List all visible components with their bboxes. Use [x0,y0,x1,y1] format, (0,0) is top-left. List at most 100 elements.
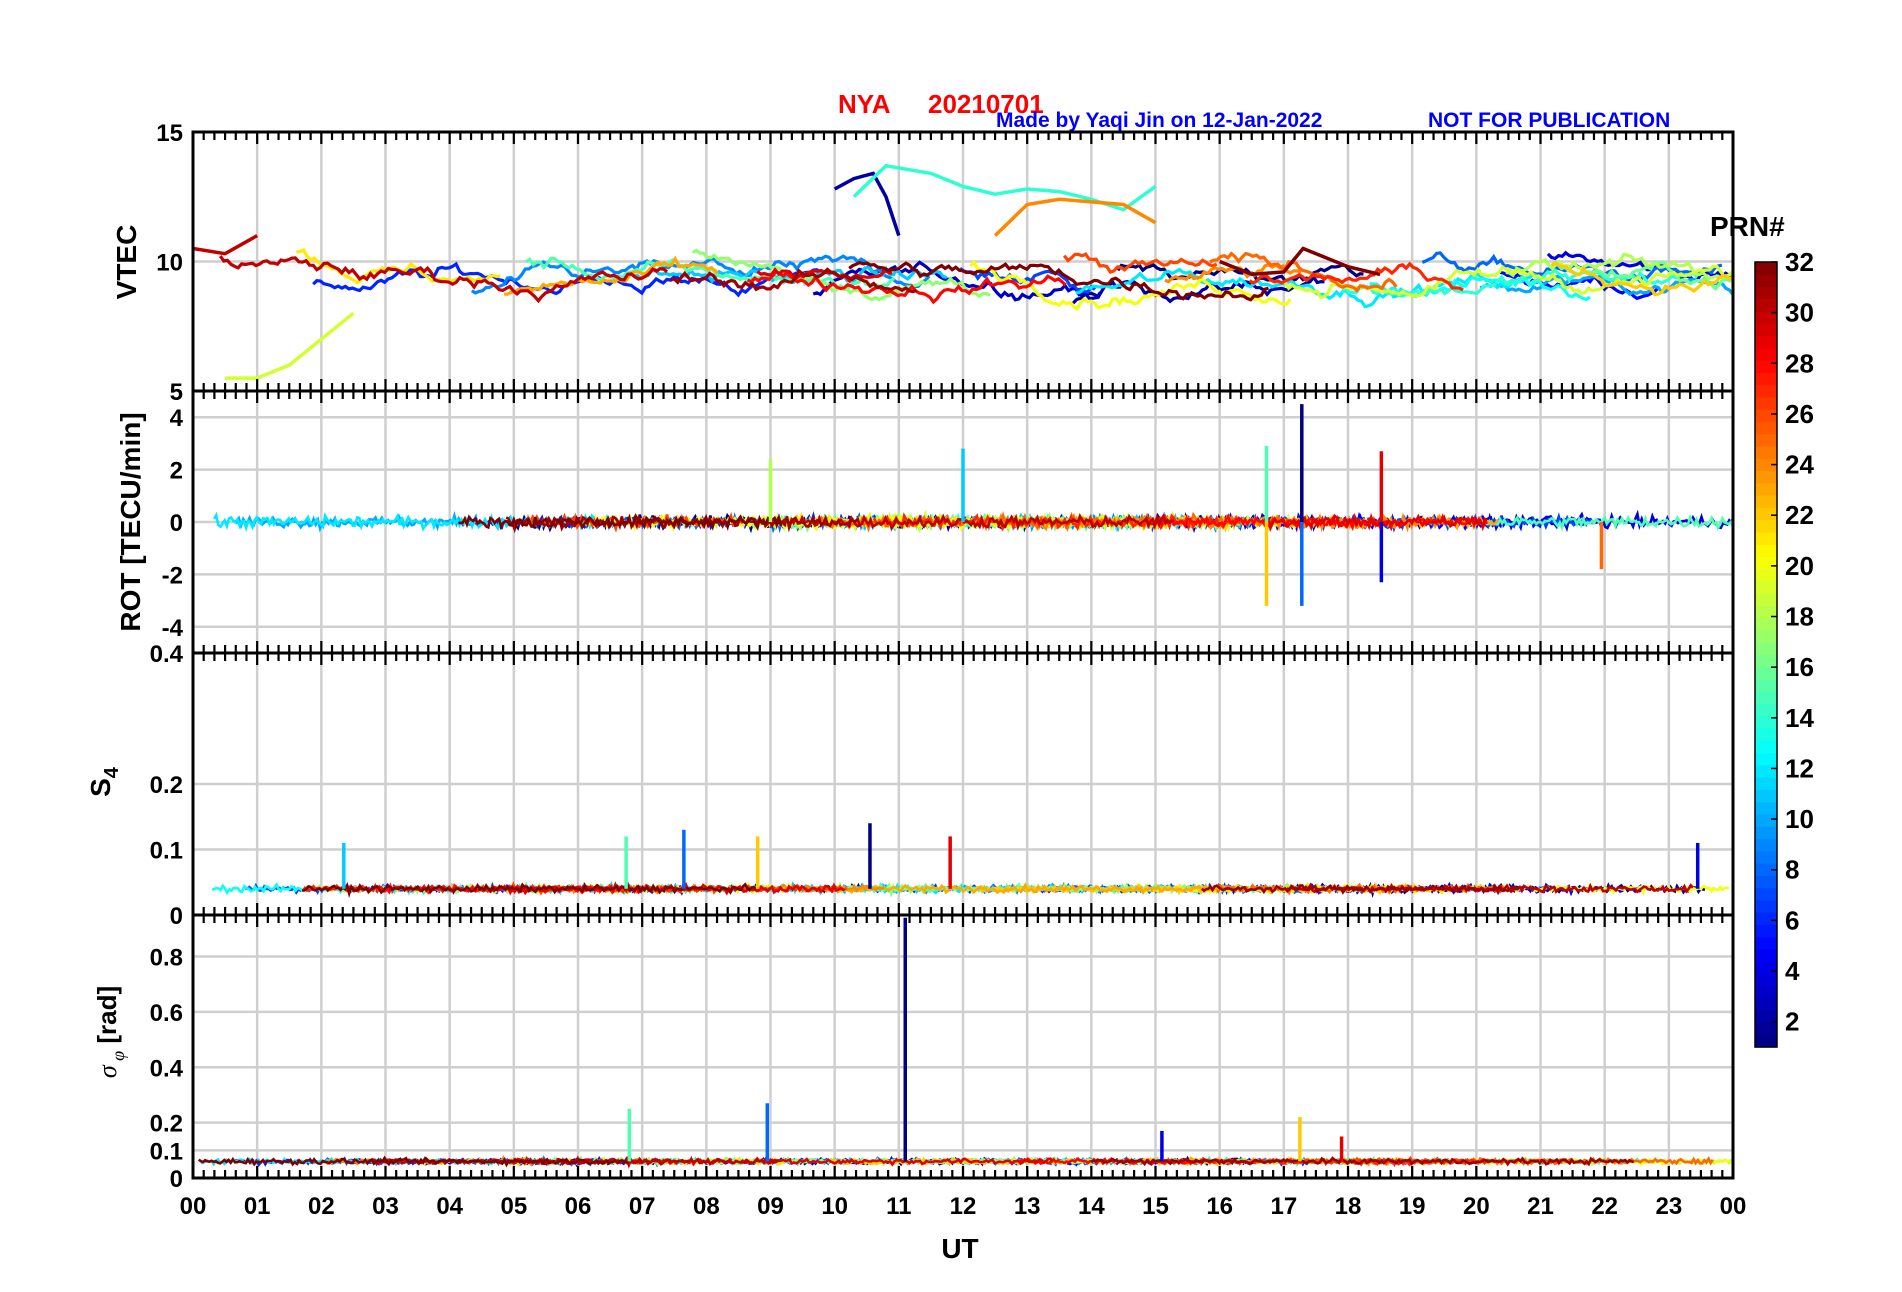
vtec-ylabel: VTEC [111,225,142,300]
colorbar-swatch [1755,372,1777,386]
colorbar-swatch [1755,470,1777,484]
colorbar-tick-label: 26 [1785,399,1814,429]
colorbar-tick-label: 14 [1785,703,1814,733]
colorbar-tick-label: 6 [1785,905,1799,935]
colorbar-tick-label: 2 [1785,1007,1799,1037]
colorbar-swatch [1755,605,1777,619]
panel-series [212,404,1733,606]
colorbar-swatch [1755,262,1777,275]
y-tick-label: 0.8 [150,945,183,972]
y-tick-label: 0 [170,1166,183,1193]
vtec-line-prn-3 [812,260,1102,302]
x-tick-label: 20 [1463,1193,1490,1220]
colorbar-tick-label: 4 [1785,956,1800,986]
colorbar-frame [1754,261,1778,1048]
colorbar-swatch [1755,715,1777,729]
colorbar-tick-label: 16 [1785,652,1814,682]
y-tick-label: 0 [170,903,183,930]
vtec-line-prn-30 [218,255,669,304]
colorbar-swatch [1755,642,1777,656]
y-tick-label: 10 [156,250,183,277]
rot-ylabel: ROT [TECU/min] [115,412,146,631]
x-tick-label: 22 [1591,1193,1618,1220]
vtec-line-prn-10 [1479,274,1733,297]
svg-text:σ φ [rad]: σ φ [rad] [92,986,128,1078]
vtec-line-prn-32 [848,260,1269,302]
y-tick-label: 0.1 [150,1138,183,1165]
colorbar-tick-label: 8 [1785,855,1799,885]
y-tick-label: 5 [170,379,183,406]
x-tick-label: 14 [1078,1193,1105,1220]
colorbar-swatch [1755,912,1777,925]
y-tick-label: 0.2 [150,772,183,799]
x-tick-label: 01 [244,1193,271,1220]
colorbar-tick-label: 24 [1785,450,1814,480]
panel-series [193,163,1733,380]
colorbar-swatch [1755,997,1777,1011]
colorbar-swatch [1755,813,1777,827]
x-tick-label: 07 [629,1193,656,1220]
colorbar-tick-label: 28 [1785,348,1814,378]
date-title: 20210701 [928,89,1044,119]
x-tick-label: 16 [1206,1193,1233,1220]
panels: 51015-4-202400.10.20.400.10.20.40.60.800… [150,120,1747,1220]
x-axis-label: UT [941,1233,978,1264]
x-tick-label: 05 [500,1193,527,1220]
trace-prn-32 [197,1155,629,1168]
vtec-line-prn-25 [1209,251,1398,293]
colorbar-swatch [1755,875,1777,889]
colorbar-swatch [1755,507,1777,521]
x-tick-label: 13 [1014,1193,1041,1220]
colorbar-swatch [1755,654,1777,668]
colorbar-swatch [1755,335,1777,349]
panel-1: 5 10 15 [156,120,1735,406]
sigma-phi-ylabel: σ φ [rad] [92,986,128,1078]
y-tick-label: 0 [170,510,183,537]
colorbar-swatch [1755,887,1777,901]
panel-series [211,823,1730,899]
colorbar-swatch [1755,924,1777,938]
colorbar-swatch [1755,396,1777,410]
colorbar-swatch [1755,838,1777,852]
x-tick-label: 09 [757,1193,784,1220]
colorbar-tick-label: 10 [1785,804,1814,834]
y-tick-label: 0.6 [150,1000,183,1027]
colorbar-swatch [1755,985,1777,999]
y-tick-label: 0.2 [150,1111,183,1138]
trace-prn-29 [496,1155,1054,1167]
colorbar-swatch [1755,544,1777,557]
credit-text: Made by Yaqi Jin on 12-Jan-2022 [996,109,1322,132]
colorbar-label: PRN# [1710,211,1785,242]
trace-prn-32 [302,881,757,899]
colorbar-tick-label: 30 [1785,298,1814,328]
colorbar-swatch [1755,789,1777,803]
x-tick-label: 21 [1527,1193,1554,1220]
colorbar-swatch [1755,617,1777,631]
trace-prn-23 [819,882,1226,896]
colorbar-swatch [1755,973,1777,987]
colorbar-swatch [1755,1022,1777,1036]
x-tick-label: 06 [565,1193,592,1220]
colorbar-swatch [1755,826,1777,840]
vtec-line-prn-28 [746,269,1067,305]
colorbar-swatch [1755,764,1777,778]
vtec-line-prn-32-key [1219,246,1381,277]
colorbar-tick-label: 20 [1785,551,1814,581]
trace-prn-31 [1090,1156,1635,1167]
vtec-line-prn-24-key [993,197,1157,237]
notice-text: NOT FOR PUBLICATION [1428,109,1670,132]
trace-prn-28 [1145,512,1488,532]
x-tick-label: 10 [821,1193,848,1220]
colorbar-swatch [1755,948,1777,962]
colorbar-swatch [1755,740,1777,754]
y-tick-label: 2 [170,458,183,485]
colorbar-swatch [1755,409,1777,423]
panel-4: 00.10.2 0.4 0.6 0.8 [150,913,1735,1193]
vtec-line-prn-19-key [225,311,355,380]
station-title: NYA [838,89,891,119]
colorbar-tick-label: 22 [1785,500,1814,530]
colorbar-swatch [1755,360,1777,373]
x-tick-label: 02 [308,1193,335,1220]
colorbar-tick-label: 12 [1785,753,1814,783]
